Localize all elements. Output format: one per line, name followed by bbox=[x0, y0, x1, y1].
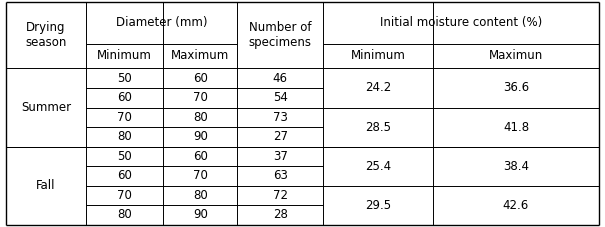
Text: 41.8: 41.8 bbox=[503, 121, 529, 133]
Text: 70: 70 bbox=[193, 169, 208, 183]
Text: 73: 73 bbox=[273, 111, 288, 124]
Text: Diameter (mm): Diameter (mm) bbox=[116, 16, 208, 29]
Text: 42.6: 42.6 bbox=[503, 199, 529, 212]
Text: 80: 80 bbox=[193, 189, 208, 202]
Text: Summer: Summer bbox=[21, 101, 71, 114]
Text: 60: 60 bbox=[117, 169, 132, 183]
Text: 90: 90 bbox=[193, 208, 208, 222]
Text: 28.5: 28.5 bbox=[365, 121, 391, 133]
Text: Fall: Fall bbox=[36, 179, 56, 192]
Text: 25.4: 25.4 bbox=[365, 160, 391, 173]
Text: Number of
specimens: Number of specimens bbox=[249, 21, 312, 49]
Text: 60: 60 bbox=[193, 150, 208, 163]
Text: 80: 80 bbox=[117, 130, 132, 143]
Text: 36.6: 36.6 bbox=[503, 81, 529, 94]
Text: 70: 70 bbox=[117, 189, 132, 202]
Text: 72: 72 bbox=[273, 189, 288, 202]
Text: Minimum: Minimum bbox=[351, 49, 405, 62]
Text: 27: 27 bbox=[273, 130, 288, 143]
Text: 38.4: 38.4 bbox=[503, 160, 529, 173]
Text: Maximun: Maximun bbox=[489, 49, 543, 62]
Text: Drying
season: Drying season bbox=[25, 21, 67, 49]
Text: 70: 70 bbox=[193, 91, 208, 104]
Text: 28: 28 bbox=[273, 208, 288, 222]
Text: Maximum: Maximum bbox=[171, 49, 229, 62]
Text: 54: 54 bbox=[273, 91, 288, 104]
Text: 90: 90 bbox=[193, 130, 208, 143]
Text: Initial moisture content (%): Initial moisture content (%) bbox=[380, 16, 542, 29]
Text: 37: 37 bbox=[273, 150, 288, 163]
Text: 29.5: 29.5 bbox=[365, 199, 391, 212]
Text: 80: 80 bbox=[117, 208, 132, 222]
Text: 63: 63 bbox=[273, 169, 288, 183]
Text: 50: 50 bbox=[117, 72, 132, 85]
Text: 50: 50 bbox=[117, 150, 132, 163]
Text: 80: 80 bbox=[193, 111, 208, 124]
Text: 60: 60 bbox=[117, 91, 132, 104]
Text: 60: 60 bbox=[193, 72, 208, 85]
Text: 70: 70 bbox=[117, 111, 132, 124]
Text: 46: 46 bbox=[273, 72, 288, 85]
Text: Minimum: Minimum bbox=[97, 49, 152, 62]
Text: 24.2: 24.2 bbox=[365, 81, 391, 94]
